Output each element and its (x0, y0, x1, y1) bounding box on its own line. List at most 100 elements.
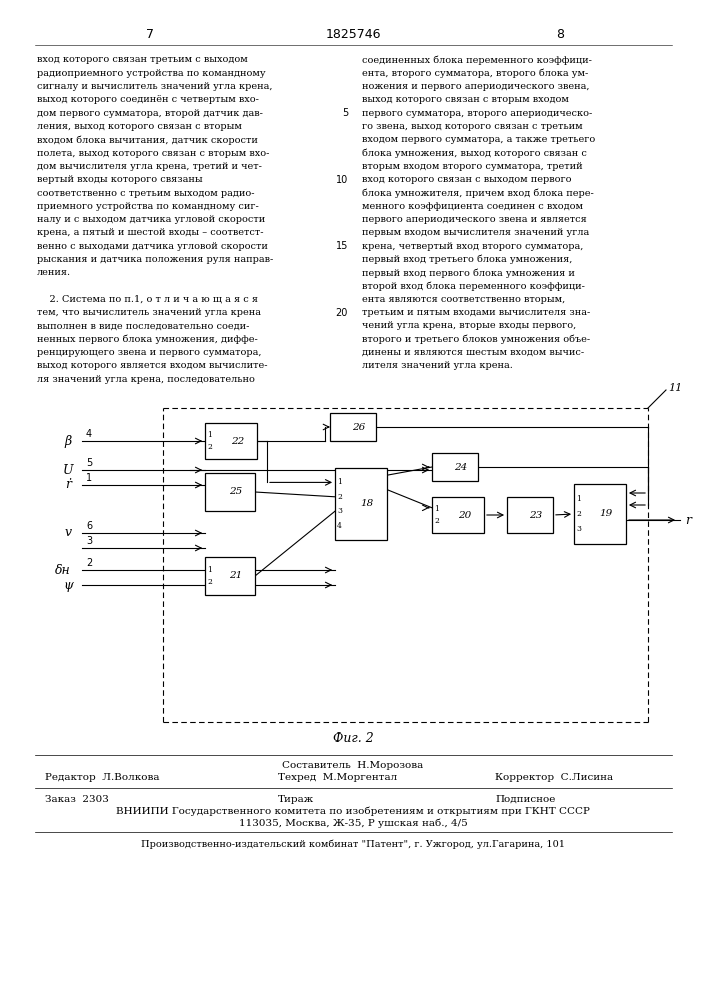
Text: вторым входом второго сумматора, третий: вторым входом второго сумматора, третий (362, 162, 583, 171)
Text: Редактор  Л.Волкова: Редактор Л.Волкова (45, 774, 160, 782)
Text: приемного устройства по командному сиг-: приемного устройства по командному сиг- (37, 202, 259, 211)
Text: 1: 1 (207, 431, 212, 439)
Text: δн: δн (55, 564, 71, 576)
Text: 5: 5 (86, 458, 92, 468)
Text: 1: 1 (434, 505, 439, 513)
Text: блока умножения, выход которого связан с: блока умножения, выход которого связан с (362, 148, 587, 158)
Text: Техред  М.Моргентал: Техред М.Моргентал (278, 774, 397, 782)
Text: го звена, выход которого связан с третьим: го звена, выход которого связан с третьи… (362, 122, 583, 131)
Text: выход которого является входом вычислите-: выход которого является входом вычислите… (37, 361, 267, 370)
Text: 25: 25 (229, 488, 243, 496)
Bar (205, 473, 255, 511)
Text: 26: 26 (352, 422, 365, 432)
Text: первым входом вычислителя значений угла: первым входом вычислителя значений угла (362, 228, 589, 237)
Text: 15: 15 (336, 241, 348, 251)
Text: Корректор  С.Лисина: Корректор С.Лисина (495, 774, 613, 782)
Text: входом первого сумматора, а также третьего: входом первого сумматора, а также третье… (362, 135, 595, 144)
Text: первого апериодического звена и является: первого апериодического звена и является (362, 215, 587, 224)
Text: 19: 19 (600, 510, 613, 518)
Text: 2: 2 (337, 493, 342, 501)
Text: входом блока вычитания, датчик скорости: входом блока вычитания, датчик скорости (37, 135, 258, 145)
Text: лителя значений угла крена.: лителя значений угла крена. (362, 361, 513, 370)
Text: 20: 20 (457, 510, 471, 520)
Text: дом первого сумматора, второй датчик дав-: дом первого сумматора, второй датчик дав… (37, 109, 263, 118)
Text: Составитель  Н.Морозова: Составитель Н.Морозова (282, 760, 423, 770)
Text: первый вход первого блока умножения и: первый вход первого блока умножения и (362, 268, 575, 278)
Text: 23: 23 (529, 510, 542, 520)
Text: Производственно-издательский комбинат "Патент", г. Ужгород, ул.Гагарина, 101: Производственно-издательский комбинат "П… (141, 839, 565, 849)
Text: радиоприемного устройства по командному: радиоприемного устройства по командному (37, 69, 266, 78)
Text: выполнен в виде последовательно соеди-: выполнен в виде последовательно соеди- (37, 322, 250, 330)
Bar (335, 468, 387, 540)
Text: 6: 6 (86, 521, 92, 531)
Text: третьим и пятым входами вычислителя зна-: третьим и пятым входами вычислителя зна- (362, 308, 590, 317)
Text: 2: 2 (434, 517, 439, 525)
Text: 4: 4 (86, 429, 92, 439)
Text: ненных первого блока умножения, диффе-: ненных первого блока умножения, диффе- (37, 335, 258, 344)
Text: 20: 20 (336, 308, 348, 318)
Text: 3: 3 (337, 507, 342, 515)
Text: налу и с выходом датчика угловой скорости: налу и с выходом датчика угловой скорост… (37, 215, 265, 224)
Text: ента, второго сумматора, второго блока ум-: ента, второго сумматора, второго блока у… (362, 69, 588, 78)
Text: 2: 2 (207, 443, 212, 451)
Text: ления, выход которого связан с вторым: ления, выход которого связан с вторым (37, 122, 242, 131)
Text: 113035, Москва, Ж-35, Р ушская наб., 4/5: 113035, Москва, Ж-35, Р ушская наб., 4/5 (239, 818, 467, 828)
Text: ля значений угла крена, последовательно: ля значений угла крена, последовательно (37, 375, 255, 384)
Text: r: r (685, 514, 691, 526)
Text: 1825746: 1825746 (325, 28, 381, 41)
Text: блока умножителя, причем вход блока пере-: блока умножителя, причем вход блока пере… (362, 188, 594, 198)
Text: 1: 1 (576, 495, 581, 503)
Text: крена, четвертый вход второго сумматора,: крена, четвертый вход второго сумматора, (362, 242, 583, 251)
Text: ренцирующего звена и первого сумматора,: ренцирующего звена и первого сумматора, (37, 348, 262, 357)
Text: 22: 22 (230, 436, 244, 446)
Text: U: U (63, 464, 74, 477)
Text: крена, а пятый и шестой входы – соответст-: крена, а пятый и шестой входы – соответс… (37, 228, 264, 237)
Text: 7: 7 (146, 28, 154, 41)
Text: венно с выходами датчика угловой скорости: венно с выходами датчика угловой скорост… (37, 242, 268, 251)
Text: 2: 2 (207, 578, 212, 586)
Text: первый вход третьего блока умножения,: первый вход третьего блока умножения, (362, 255, 573, 264)
Text: β: β (64, 434, 71, 448)
Text: Заказ  2303: Заказ 2303 (45, 794, 109, 804)
Text: 24: 24 (454, 462, 467, 472)
Text: тем, что вычислитель значений угла крена: тем, что вычислитель значений угла крена (37, 308, 261, 317)
Text: полета, выход которого связан с вторым вхо-: полета, выход которого связан с вторым в… (37, 149, 269, 158)
Text: соединенных блока переменного коэффици-: соединенных блока переменного коэффици- (362, 55, 592, 65)
Text: ṙ: ṙ (65, 479, 71, 491)
Text: выход которого связан с вторым входом: выход которого связан с вторым входом (362, 95, 569, 104)
Text: первого сумматора, второго апериодическо-: первого сумматора, второго апериодическо… (362, 109, 592, 118)
Text: рыскания и датчика положения руля направ-: рыскания и датчика положения руля направ… (37, 255, 273, 264)
Text: 1: 1 (207, 566, 212, 574)
Text: соответственно с третьим выходом радио-: соответственно с третьим выходом радио- (37, 188, 255, 198)
Text: сигналу и вычислитель значений угла крена,: сигналу и вычислитель значений угла крен… (37, 82, 272, 91)
Bar (507, 497, 553, 533)
Text: вертый входы которого связаны: вертый входы которого связаны (37, 175, 203, 184)
Text: 2: 2 (86, 558, 92, 568)
Text: 5: 5 (341, 108, 348, 118)
Text: выход которого соединён с четвертым вхо-: выход которого соединён с четвертым вхо- (37, 95, 259, 104)
Text: 2. Система по п.1, о т л и ч а ю щ а я с я: 2. Система по п.1, о т л и ч а ю щ а я с… (37, 295, 258, 304)
Bar (432, 453, 478, 481)
Text: ножения и первого апериодического звена,: ножения и первого апериодического звена, (362, 82, 590, 91)
Bar (432, 497, 484, 533)
Text: 1: 1 (86, 473, 92, 483)
Bar (330, 413, 376, 441)
Text: Подписное: Подписное (495, 794, 556, 804)
Text: Тираж: Тираж (278, 794, 314, 804)
Text: 1: 1 (337, 478, 342, 486)
Text: 8: 8 (556, 28, 564, 41)
Text: 10: 10 (336, 175, 348, 185)
Text: 3: 3 (576, 525, 581, 533)
Text: второй вход блока переменного коэффици-: второй вход блока переменного коэффици- (362, 281, 585, 291)
Text: 18: 18 (361, 499, 374, 508)
Bar (205, 423, 257, 459)
Text: 11: 11 (668, 383, 682, 393)
Text: 2: 2 (576, 510, 581, 518)
Text: ента являются соответственно вторым,: ента являются соответственно вторым, (362, 295, 566, 304)
Text: вход которого связан третьим с выходом: вход которого связан третьим с выходом (37, 55, 247, 64)
Text: 4: 4 (337, 522, 342, 530)
Text: v: v (64, 526, 71, 540)
Text: ления.: ления. (37, 268, 71, 277)
Text: чений угла крена, вторые входы первого,: чений угла крена, вторые входы первого, (362, 322, 576, 330)
Text: 3: 3 (86, 536, 92, 546)
